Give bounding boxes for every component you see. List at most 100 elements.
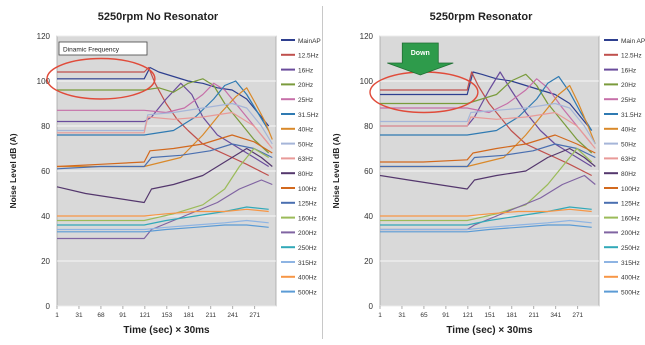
series-line-250hz — [380, 206, 592, 226]
legend-label: 16Hz — [621, 67, 636, 74]
series-line-25hz — [57, 82, 270, 145]
y-tick-label: 0 — [369, 302, 374, 311]
x-tick-label: 211 — [529, 312, 540, 319]
series-line-250hz — [57, 206, 269, 226]
y-tick-label: 40 — [41, 212, 50, 221]
legend-label: 160Hz — [298, 215, 317, 222]
legend-label: 200Hz — [621, 230, 640, 237]
x-tick-label: 181 — [506, 312, 517, 319]
legend-label: 400Hz — [298, 275, 317, 282]
series-line-315hz — [57, 219, 269, 231]
legend-label: 50Hz — [621, 141, 636, 148]
legend-label: 500Hz — [621, 289, 640, 296]
x-tick-label: 1 — [55, 312, 59, 319]
legend-label: 12.5Hz — [298, 53, 319, 60]
y-axis-label: Noise Level dB (A) — [331, 133, 341, 208]
x-tick-label: 151 — [484, 312, 495, 319]
legend-label: 500Hz — [298, 289, 317, 296]
line-chart-resonator: 5250rpm Resonator 0 20 40 60 80 100 120 1 31 65 91 1… — [331, 11, 645, 336]
x-axis-label: Time (sec) × 30ms — [446, 325, 533, 336]
series-line-400hz — [380, 208, 592, 217]
legend-label: 31.5Hz — [298, 112, 319, 119]
legend-label: 50Hz — [298, 141, 313, 148]
legend-label: 63Hz — [298, 156, 313, 163]
legend-label: 160Hz — [621, 215, 640, 222]
y-tick-label: 0 — [46, 302, 51, 311]
series-line-500hz — [57, 224, 269, 233]
x-tick-label: 271 — [572, 312, 583, 319]
legend-label: 80Hz — [298, 171, 313, 178]
legend-label: 400Hz — [621, 275, 640, 282]
series-line-25hz — [380, 78, 593, 145]
legend-label: 315Hz — [621, 260, 640, 267]
y-axis-label: Noise Level dB (A) — [8, 133, 18, 208]
legend-label: 80Hz — [621, 171, 636, 178]
series-line-500hz — [380, 224, 592, 233]
panel-divider — [322, 6, 323, 339]
y-tick-label: 100 — [37, 77, 51, 86]
legend-label: 16Hz — [298, 67, 313, 74]
y-tick-label: 120 — [37, 32, 51, 41]
x-tick-label: 91 — [119, 312, 127, 319]
legend-label: 25Hz — [298, 97, 313, 104]
annotation-arrow-label: Down — [411, 50, 430, 57]
series-line-315hz — [380, 219, 592, 231]
x-tick-label: 241 — [227, 312, 238, 319]
chart-title: 5250rpm Resonator — [430, 11, 533, 23]
x-tick-label: 91 — [442, 312, 450, 319]
legend-label: 315Hz — [298, 260, 317, 267]
series-line-20hz — [57, 78, 270, 154]
x-tick-label: 68 — [97, 312, 105, 319]
series-line-31-5hz — [57, 80, 270, 136]
legend-label: 250Hz — [298, 245, 317, 252]
series-line-400hz — [57, 208, 269, 217]
legend-label: 20Hz — [621, 82, 636, 89]
chart-panel-no-resonator: 5250rpm No Resonator 0 20 40 60 80 100 120 1 31 68… — [0, 0, 322, 345]
series-line-125hz — [56, 143, 273, 170]
series-line-160hz — [380, 147, 593, 222]
legend-label: 100Hz — [621, 186, 640, 193]
x-tick-label: 65 — [420, 312, 428, 319]
x-axis-label: Time (sec) × 30ms — [123, 325, 210, 336]
series-line-12-5hz — [380, 71, 592, 177]
down-arrow-icon — [387, 42, 454, 76]
x-tick-label: 31 — [75, 312, 83, 319]
y-tick-label: 80 — [41, 122, 50, 131]
series-line-160hz — [57, 147, 270, 222]
y-tick-label: 60 — [41, 167, 50, 176]
legend-label: 25Hz — [621, 97, 636, 104]
series-line-main-ap — [380, 71, 593, 131]
series-line-100hz — [56, 134, 273, 168]
legend-label: Main AP — [621, 38, 645, 45]
legend-label: 12.5Hz — [621, 53, 642, 60]
series-line-63hz — [380, 111, 596, 149]
chart-title: 5250rpm No Resonator — [98, 11, 219, 23]
series-line-125hz — [380, 143, 596, 168]
x-tick-label: 121 — [462, 312, 473, 319]
x-tick-label: 31 — [398, 312, 406, 319]
x-tick-label: 181 — [183, 312, 194, 319]
legend-label: 40Hz — [298, 127, 313, 134]
legend-label: 20Hz — [298, 82, 313, 89]
x-tick-label: 1 — [378, 312, 382, 319]
legend-label: 125Hz — [298, 201, 317, 208]
y-tick-label: 20 — [41, 257, 50, 266]
legend-label: 40Hz — [621, 127, 636, 134]
x-tick-label: 211 — [206, 312, 217, 319]
chart-panel-resonator: 5250rpm Resonator 0 20 40 60 80 100 120 1 31 65 91 1… — [323, 0, 645, 345]
series-line-16hz — [380, 71, 593, 168]
series-line-20hz — [380, 73, 593, 154]
series-line-63hz — [57, 111, 273, 149]
y-tick-label: 60 — [364, 167, 373, 176]
x-tick-label: 121 — [139, 312, 150, 319]
legend-label: 125Hz — [621, 201, 640, 208]
series-line-50hz — [380, 102, 596, 145]
legend-label: 100Hz — [298, 186, 317, 193]
annotation-callout-text: Dinamic Frequency — [63, 47, 120, 54]
legend-label: 200Hz — [298, 230, 317, 237]
x-tick-label: 271 — [249, 312, 260, 319]
y-tick-label: 20 — [364, 257, 373, 266]
annotation-ellipse — [46, 57, 156, 100]
y-tick-label: 100 — [360, 77, 374, 86]
x-tick-label: 153 — [161, 312, 172, 319]
